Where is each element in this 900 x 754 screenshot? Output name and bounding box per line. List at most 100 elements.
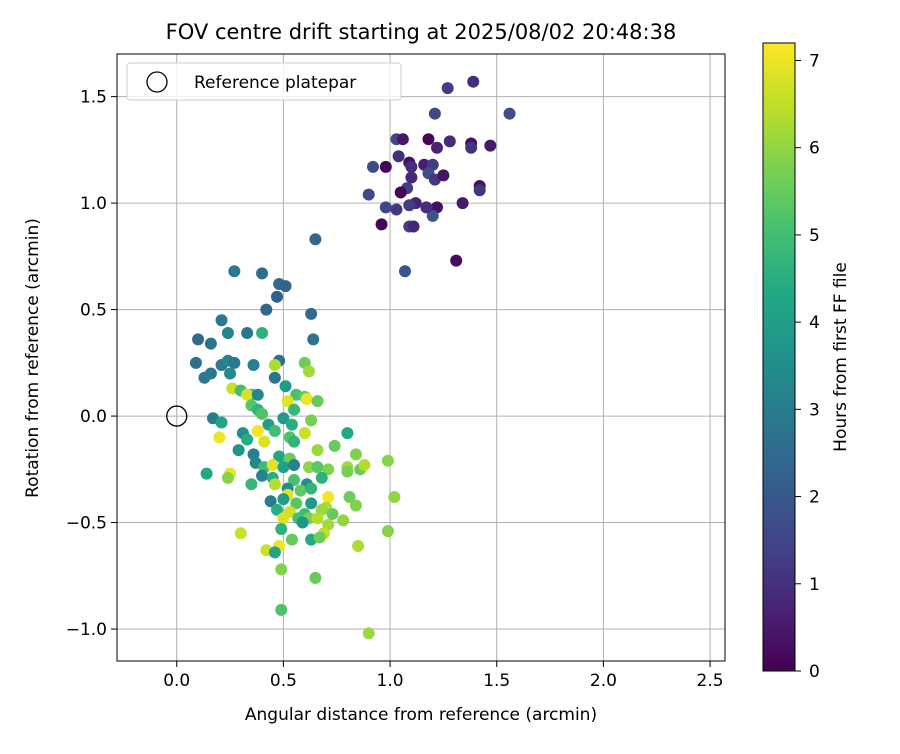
data-point [431, 141, 443, 154]
colorbar-tick-label: 5 [809, 226, 820, 246]
data-point [388, 491, 401, 504]
data-point [256, 267, 269, 280]
colorbar-tick-label: 4 [809, 313, 820, 333]
colorbar-tick-label: 6 [809, 139, 820, 159]
data-point [352, 539, 365, 552]
data-point [358, 459, 371, 472]
data-point [285, 533, 298, 546]
y-tick-label: 0.5 [80, 301, 107, 321]
data-point [271, 290, 283, 303]
legend-marker-icon [146, 71, 168, 93]
data-point [296, 516, 309, 529]
data-point [392, 150, 405, 163]
legend: Reference platepar [126, 62, 402, 101]
data-point [258, 435, 271, 448]
y-tick-label: 1.5 [80, 88, 107, 108]
data-point [192, 333, 205, 346]
data-point [305, 497, 318, 510]
data-point [277, 493, 290, 506]
x-tick-label: 0.0 [163, 671, 190, 691]
data-point [288, 473, 301, 486]
data-point [281, 395, 294, 408]
axis-ticks: 0.0 0.5 1.0 1.5 2.0 2.5 −1.0 −0.5 0.0 0.5 1.0 1.5 [66, 88, 724, 691]
data-point [268, 424, 281, 437]
data-point [288, 459, 301, 472]
data-point [484, 139, 497, 152]
data-point [271, 503, 283, 516]
data-point [341, 465, 354, 478]
data-point [279, 380, 292, 393]
data-point [256, 327, 269, 340]
data-point [200, 467, 213, 480]
colorbar-tick-label: 1 [809, 575, 820, 595]
reference-marker-layer [166, 405, 188, 427]
y-tick-label: −0.5 [66, 514, 107, 534]
data-point [256, 407, 269, 420]
data-point [362, 188, 375, 201]
data-point [311, 395, 324, 408]
reference-platepar-marker [166, 405, 188, 427]
data-point [294, 484, 307, 497]
data-point [288, 435, 301, 448]
legend-box [126, 62, 402, 101]
scatter-points [189, 75, 516, 640]
data-point [315, 471, 328, 484]
data-point [422, 133, 435, 146]
data-point [234, 527, 247, 540]
x-axis-label: Angular distance from reference (arcmin) [245, 705, 597, 725]
data-point [268, 358, 281, 371]
plot-frame [116, 53, 726, 662]
data-point [288, 403, 301, 416]
data-point [247, 358, 260, 371]
data-point [228, 265, 241, 278]
y-tick-label: 1.0 [80, 194, 107, 214]
data-point [307, 333, 320, 346]
data-point [428, 107, 441, 120]
data-point [277, 512, 290, 525]
data-point [379, 160, 392, 173]
y-axis-label: Rotation from reference (arcmin) [23, 218, 43, 498]
data-point [305, 482, 318, 495]
data-point [277, 412, 290, 425]
data-point [381, 454, 394, 467]
data-point [326, 508, 339, 521]
data-point [337, 514, 350, 527]
colorbar-tick-label: 2 [809, 488, 820, 508]
data-point [228, 356, 241, 369]
data-point [362, 627, 375, 640]
data-point [275, 603, 288, 616]
colorbar-tick-label: 0 [809, 662, 820, 682]
data-point [341, 427, 354, 440]
data-point [305, 307, 318, 320]
data-point [260, 303, 273, 316]
data-point [396, 133, 409, 146]
data-point [450, 254, 463, 267]
data-point [394, 186, 407, 199]
data-point [215, 416, 228, 429]
colorbar [762, 42, 796, 672]
data-point [268, 546, 281, 559]
data-point [266, 459, 279, 472]
data-point [403, 199, 416, 212]
legend-label: Reference platepar [194, 73, 356, 93]
data-point [349, 448, 362, 461]
data-point [311, 461, 324, 474]
data-point [204, 337, 217, 350]
data-point [264, 495, 277, 508]
data-point [268, 371, 281, 384]
data-point [399, 265, 411, 278]
data-point [343, 491, 356, 504]
data-point [407, 220, 420, 233]
data-point [322, 491, 335, 504]
y-tick-label: 0.0 [80, 407, 107, 427]
data-point [303, 461, 315, 474]
data-point [213, 431, 226, 444]
data-point [443, 135, 456, 148]
data-point [221, 327, 234, 340]
colorbar-label: Hours from first FF file [831, 262, 851, 452]
data-point [313, 531, 326, 544]
data-point [303, 365, 315, 378]
data-point [251, 388, 264, 401]
colorbar-tick-label: 7 [809, 51, 820, 71]
x-tick-label: 1.5 [483, 671, 510, 691]
